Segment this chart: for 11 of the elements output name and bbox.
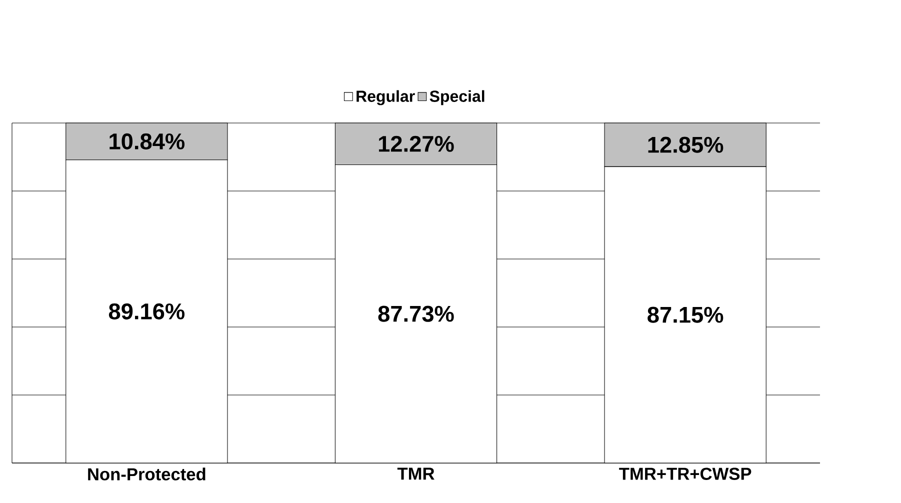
x-tick-label: TMR+TR+CWSP <box>619 468 752 480</box>
data-label: 10.84% <box>110 133 184 150</box>
legend-label: Special <box>430 90 484 106</box>
x-tick-label: Non-Protected <box>88 468 206 480</box>
x-tick-label: TMR <box>397 468 434 480</box>
data-label: 12.85% <box>648 136 724 153</box>
legend-label: Regular <box>356 90 415 106</box>
data-label: 12.27% <box>378 136 454 152</box>
data-label: 87.15% <box>648 306 724 323</box>
data-label: 89.16% <box>108 303 184 320</box>
data-label: 87.73% <box>378 306 454 322</box>
